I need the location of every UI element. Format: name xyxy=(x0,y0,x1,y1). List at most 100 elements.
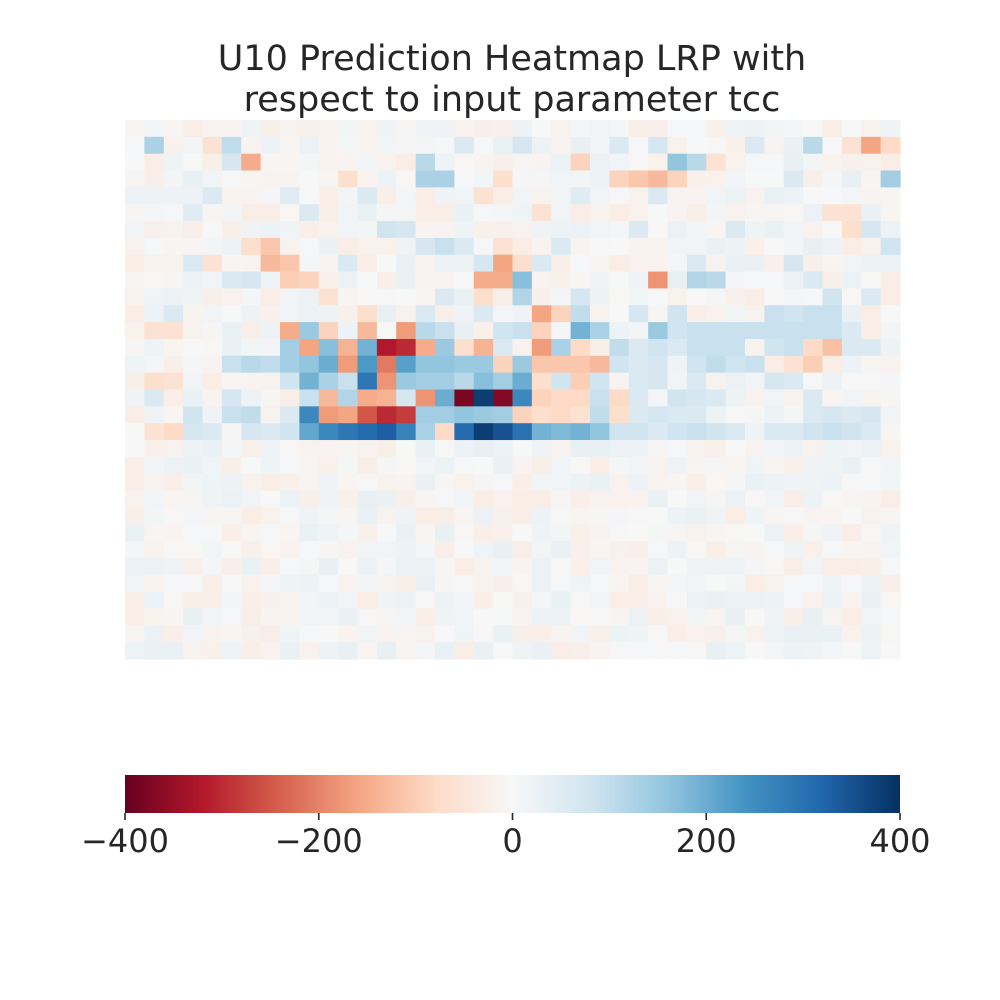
heatmap-cell xyxy=(725,406,746,424)
heatmap-cell xyxy=(570,221,591,239)
heatmap-cell xyxy=(551,305,572,323)
heatmap-cell xyxy=(803,355,824,374)
heatmap-cell xyxy=(745,338,765,357)
heatmap-cell xyxy=(861,221,882,239)
heatmap-cell xyxy=(357,507,378,525)
heatmap-cell xyxy=(628,322,649,340)
heatmap-cell xyxy=(318,288,339,306)
heatmap-cell xyxy=(435,221,455,239)
heatmap-cell xyxy=(590,642,610,660)
heatmap-cell xyxy=(725,271,746,290)
heatmap-cell xyxy=(686,338,707,357)
heatmap-cell xyxy=(163,372,184,391)
heatmap-cell xyxy=(803,440,824,458)
heatmap-cell xyxy=(551,642,572,660)
heatmap-cell xyxy=(783,423,804,441)
heatmap-cell xyxy=(841,608,862,626)
heatmap-cell xyxy=(531,625,552,643)
heatmap-cell xyxy=(667,204,688,222)
heatmap-cell xyxy=(338,440,359,458)
heatmap-cell xyxy=(764,406,785,424)
heatmap-cell xyxy=(493,440,514,458)
heatmap-cell xyxy=(725,423,746,441)
heatmap-cell xyxy=(512,254,533,273)
heatmap-cell xyxy=(493,355,514,374)
heatmap-cell xyxy=(531,406,552,424)
heatmap-cell xyxy=(241,440,262,458)
heatmap-cell xyxy=(725,372,746,391)
heatmap-cell xyxy=(512,237,533,256)
heatmap-cell xyxy=(241,271,262,290)
heatmap-cell xyxy=(202,625,223,643)
heatmap-cell xyxy=(473,625,494,643)
heatmap-cell xyxy=(686,440,707,458)
heatmap-cell xyxy=(473,136,494,155)
heatmap-cell xyxy=(551,625,572,643)
heatmap-cell xyxy=(841,406,862,424)
heatmap-cell xyxy=(338,456,359,475)
heatmap-cell xyxy=(648,642,669,660)
heatmap-cell xyxy=(725,507,746,525)
heatmap-cell xyxy=(628,557,649,576)
heatmap-cell xyxy=(318,237,339,256)
heatmap-cell xyxy=(880,153,901,172)
heatmap-cell xyxy=(357,187,378,205)
heatmap-cell xyxy=(590,271,610,290)
heatmap-cell xyxy=(667,608,688,626)
heatmap-cell xyxy=(648,389,669,407)
heatmap-cell xyxy=(415,625,436,643)
heatmap-cell xyxy=(396,136,417,155)
heatmap-cell xyxy=(435,305,455,323)
heatmap-cell xyxy=(551,204,572,222)
heatmap-cell xyxy=(125,120,145,138)
heatmap-cell xyxy=(415,221,436,239)
heatmap-cell xyxy=(570,625,591,643)
heatmap-cell xyxy=(338,237,359,256)
heatmap-cell xyxy=(590,288,610,306)
heatmap-cell xyxy=(221,625,242,643)
heatmap-cell xyxy=(531,591,552,610)
heatmap-cell xyxy=(299,305,320,323)
heatmap-cell xyxy=(841,490,862,508)
heatmap-cell xyxy=(299,204,320,222)
heatmap-cell xyxy=(803,237,824,256)
heatmap-cell xyxy=(783,541,804,559)
heatmap-cell xyxy=(822,204,843,222)
heatmap-cell xyxy=(202,204,223,222)
heatmap-cell xyxy=(396,608,417,626)
heatmap-cell xyxy=(260,473,281,492)
heatmap-cell xyxy=(260,288,281,306)
heatmap-cell xyxy=(628,237,649,256)
heatmap-cell xyxy=(435,136,455,155)
colorbar-tick-label: 200 xyxy=(676,822,737,860)
heatmap-cell xyxy=(841,440,862,458)
heatmap-cell xyxy=(841,541,862,559)
heatmap-cell xyxy=(725,456,746,475)
heatmap-cell xyxy=(260,440,281,458)
heatmap-cell xyxy=(144,456,165,475)
heatmap-cell xyxy=(861,423,882,441)
heatmap-cell xyxy=(745,389,765,407)
heatmap-cell xyxy=(551,608,572,626)
heatmap-cell xyxy=(783,372,804,391)
heatmap-cell xyxy=(725,237,746,256)
heatmap-cell xyxy=(628,187,649,205)
heatmap-cell xyxy=(764,338,785,357)
heatmap-cell xyxy=(764,322,785,340)
heatmap-cell xyxy=(706,574,727,593)
heatmap-cell xyxy=(163,338,184,357)
heatmap-cell xyxy=(609,120,630,138)
heatmap-cell xyxy=(435,524,455,542)
heatmap-cell xyxy=(764,136,785,155)
heatmap-cell xyxy=(241,120,262,138)
heatmap-cell xyxy=(841,507,862,525)
heatmap-cell xyxy=(783,221,804,239)
heatmap-cell xyxy=(551,120,572,138)
heatmap-cell xyxy=(706,120,727,138)
heatmap-cell xyxy=(764,541,785,559)
heatmap-cell xyxy=(551,541,572,559)
heatmap-cell xyxy=(880,456,901,475)
heatmap-cell xyxy=(435,338,455,357)
heatmap-cell xyxy=(338,153,359,172)
heatmap-cell xyxy=(357,204,378,222)
